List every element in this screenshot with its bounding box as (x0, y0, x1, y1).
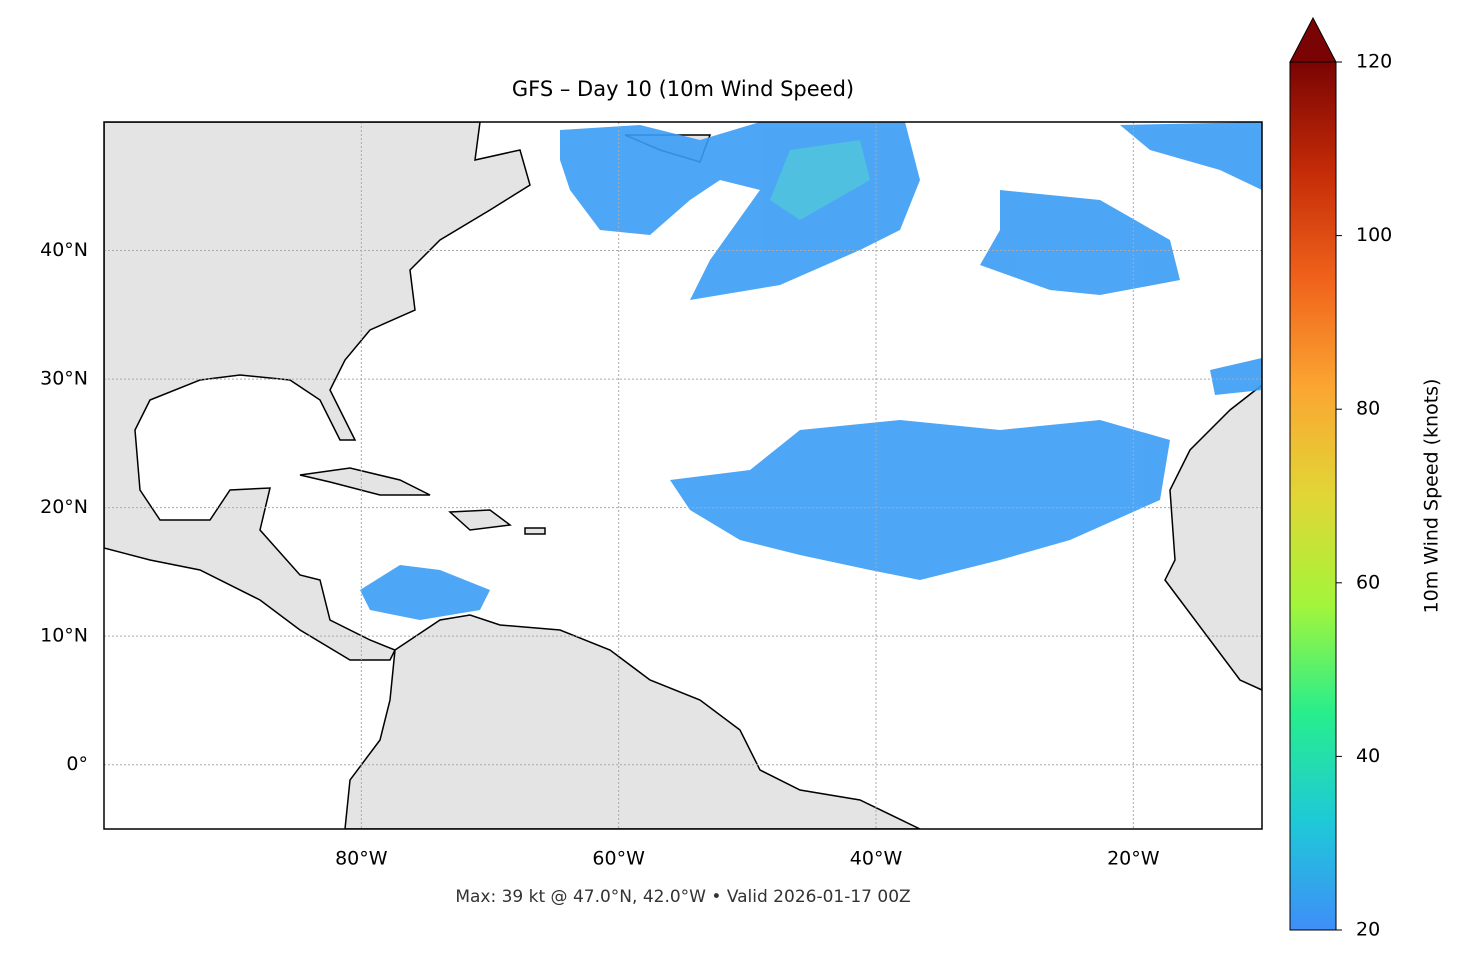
colorbar-extend (1289, 16, 1337, 63)
chart-title: GFS – Day 10 (10m Wind Speed) (512, 77, 854, 101)
y-tick-label: 30°N (40, 368, 88, 390)
wind-area (670, 420, 1170, 580)
y-tick-label: 20°N (40, 496, 88, 518)
land (524, 527, 546, 535)
land (299, 467, 431, 496)
land (104, 122, 531, 661)
wind-area (1120, 122, 1262, 190)
map-frame (103, 121, 1263, 830)
x-tick-label: 20°W (1107, 848, 1160, 870)
x-tick-label: 40°W (850, 848, 903, 870)
wind-area (1210, 358, 1262, 395)
land (448, 509, 512, 531)
wind-area (980, 190, 1180, 295)
annotation: Max: 39 kt @ 47.0°N, 42.0°W • Valid 2026… (455, 887, 910, 907)
colorbar-label: 10m Wind Speed (knots) (1421, 379, 1443, 614)
x-tick-label: 60°W (592, 848, 645, 870)
y-tick-label: 0° (66, 753, 88, 775)
land (344, 614, 921, 829)
wind-area (560, 122, 920, 300)
colorbar-tick-label: 60 (1356, 571, 1380, 593)
colorbar-tick-label: 40 (1356, 745, 1380, 767)
y-tick-label: 40°N (40, 239, 88, 261)
y-tick-label: 10°N (40, 625, 88, 647)
colorbar-tick-label: 80 (1356, 398, 1380, 420)
x-tick-label: 80°W (335, 848, 388, 870)
map (104, 122, 1262, 829)
colorbar-tick-label: 100 (1356, 224, 1392, 246)
land (1164, 384, 1262, 691)
colorbar-tick-label: 20 (1356, 919, 1380, 941)
colorbar (1289, 61, 1337, 931)
colorbar-tick-label: 120 (1356, 51, 1392, 73)
wind-core (770, 140, 870, 220)
wind-area (360, 565, 490, 620)
